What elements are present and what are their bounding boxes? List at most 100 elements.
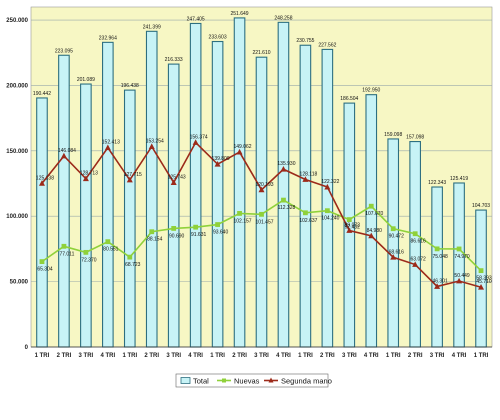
nuevas-value-label: 107.670	[365, 211, 383, 217]
nuevas-value-label: 90.690	[169, 233, 185, 239]
nuevas-point	[434, 246, 440, 252]
x-tick-label: 1 TRI	[35, 353, 50, 359]
x-tick-label: 3 TRI	[430, 353, 445, 359]
nuevas-point	[456, 246, 462, 252]
nuevas-value-label: 104.240	[321, 216, 339, 222]
x-tick-label: 4 TRI	[452, 353, 467, 359]
x-tick-label: 1 TRI	[298, 353, 313, 359]
nuevas-point	[368, 203, 374, 209]
nuevas-value-label: 77.011	[59, 251, 74, 257]
nuevas-value-label: 72.370	[81, 257, 97, 263]
nuevas-point	[324, 208, 330, 214]
legend-label-segunda-mano: Segunda mano	[281, 377, 332, 386]
nuevas-value-label: 101.457	[255, 219, 273, 225]
x-tick-label: 3 TRI	[342, 353, 357, 359]
nuevas-point	[127, 254, 133, 260]
nuevas-value-label: 102.637	[299, 218, 317, 224]
segunda-mano-value-label: 128.118	[300, 171, 318, 177]
bar-total	[189, 22, 202, 348]
segunda-mano-point	[192, 139, 199, 145]
nuevas-value-label: 93.640	[213, 230, 229, 236]
nuevas-value-label: 74.970	[454, 254, 470, 260]
nuevas-value-label: 58.393	[476, 276, 492, 282]
segunda-mano-point	[258, 186, 265, 193]
nuevas-point	[83, 249, 89, 255]
y-tick-label: 250.000	[6, 18, 28, 24]
bar-total	[36, 97, 48, 348]
bar-total	[277, 21, 290, 348]
nuevas-point	[281, 197, 286, 203]
x-tick-label: 4 TRI	[188, 353, 203, 359]
nuevas-point	[259, 211, 264, 217]
bar-value-label: 227.562	[318, 42, 336, 48]
nuevas-value-label: 97.432	[345, 225, 361, 231]
nuevas-point	[237, 211, 242, 216]
segunda-mano-value-label: 125.743	[168, 175, 186, 181]
bar-value-label: 104.703	[472, 203, 490, 209]
segunda-mano-point	[280, 166, 287, 172]
bar-value-label: 223.095	[55, 48, 73, 54]
legend-label-total: Total	[193, 377, 209, 386]
bar-value-label: 122.343	[428, 180, 446, 186]
bar-total	[321, 48, 334, 348]
bar-total	[58, 54, 70, 348]
segunda-mano-value-label: 45.710	[476, 279, 492, 285]
nuevas-point	[412, 231, 418, 237]
nuevas-value-label: 65.304	[37, 267, 53, 273]
nuevas-point	[390, 226, 396, 232]
nuevas-point	[303, 210, 308, 216]
bar-value-label: 190.442	[33, 91, 51, 97]
segunda-mano-value-label: 139.809	[212, 156, 230, 162]
x-tick-label: 4 TRI	[364, 353, 379, 359]
segunda-mano-value-label: 128.713	[80, 171, 98, 177]
bar-total	[255, 56, 268, 348]
nuevas-point	[478, 268, 484, 274]
segunda-mano-point	[126, 176, 133, 183]
segunda-mano-point	[368, 232, 375, 239]
segunda-mano-point	[456, 277, 463, 284]
x-tick-label: 4 TRI	[276, 353, 291, 359]
x-tick-label: 3 TRI	[79, 353, 94, 359]
segunda-mano-point	[82, 175, 89, 182]
bar-value-label: 248.258	[274, 15, 292, 21]
bar-value-label: 221.610	[252, 50, 270, 56]
bar-total	[365, 94, 378, 348]
bar-total	[431, 186, 443, 348]
bar-value-label: 186.504	[340, 96, 358, 102]
legend-box	[175, 373, 329, 388]
segunda-mano-value-label: 135.930	[277, 161, 295, 167]
nuevas-value-label: 88.154	[147, 237, 163, 243]
bar-total	[453, 182, 465, 348]
x-tick-label: 3 TRI	[254, 353, 269, 359]
segunda-mano-value-label: 127.715	[124, 172, 142, 178]
segunda-mano-value-label: 120.193	[255, 182, 273, 188]
nuevas-point	[215, 222, 220, 227]
bar-value-label: 157.098	[406, 135, 424, 141]
segunda-mano-value-label: 50.449	[454, 273, 470, 279]
bar-value-label: 247.405	[187, 16, 205, 22]
bar-value-label: 241.399	[143, 24, 161, 30]
segunda-mano-point	[412, 261, 419, 267]
segunda-mano-value-label: 122.322	[321, 179, 339, 185]
y-tick-label: 50.000	[10, 280, 29, 286]
bar-total	[102, 41, 114, 348]
segunda-mano-value-label: 153.254	[146, 139, 164, 145]
segunda-mano-value-label: 149.062	[234, 144, 252, 150]
bar-total	[167, 63, 180, 348]
segunda-mano-value-label: 125.138	[36, 175, 54, 181]
x-tick-label: 4 TRI	[100, 353, 115, 359]
legend-swatch-total	[180, 377, 191, 384]
y-tick-label: 200.000	[6, 83, 28, 89]
nuevas-value-label: 90.472	[389, 234, 405, 240]
bar-total	[123, 89, 136, 348]
segunda-mano-point	[214, 160, 221, 167]
bar-value-label: 192.950	[362, 88, 380, 94]
bar-total	[80, 83, 92, 348]
nuevas-value-label: 80.551	[103, 247, 119, 253]
segunda-mano-value-label: 84.980	[367, 228, 383, 234]
bar-value-label: 232.964	[99, 35, 117, 41]
bar-value-label: 233.603	[209, 35, 227, 41]
nuevas-point	[149, 229, 155, 235]
nuevas-value-label: 102.157	[234, 218, 252, 224]
y-tick-label: 100.000	[6, 214, 28, 220]
